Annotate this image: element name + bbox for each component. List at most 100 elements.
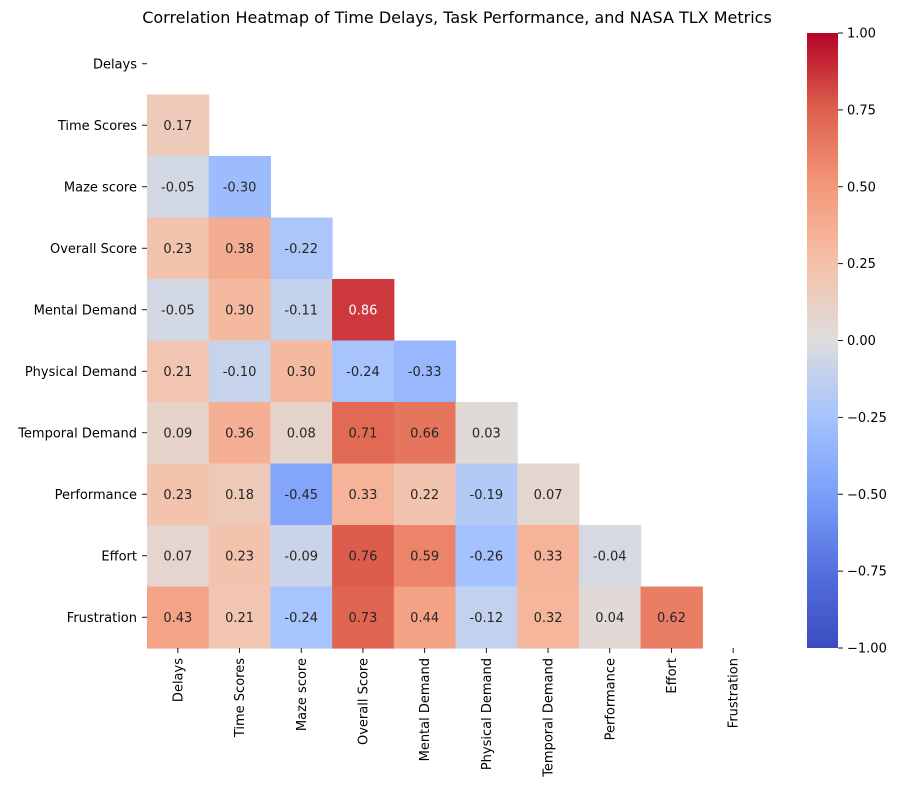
column-label: Mental Demand xyxy=(418,658,433,761)
cell-value-label: 0.04 xyxy=(595,611,624,626)
cell-value-label: -0.05 xyxy=(161,180,195,195)
row-labels: Delays Time Scores Maze score Overall Score… xyxy=(17,57,147,626)
cell-value-label: 0.33 xyxy=(348,488,377,503)
cell-value-label: 0.09 xyxy=(163,426,192,441)
heatmap-cell xyxy=(270,279,333,342)
row-label: Performance xyxy=(55,488,137,503)
chart-title: Correlation Heatmap of Time Delays, Task… xyxy=(142,8,772,27)
cell-value-label: 0.71 xyxy=(348,426,377,441)
cell-value-label: 0.22 xyxy=(410,488,439,503)
cell-value-label: 0.86 xyxy=(348,303,377,318)
cell-value-label: 0.17 xyxy=(163,119,192,134)
cell-value-label: 0.30 xyxy=(287,365,316,380)
colorbar-tick-label: −1.00 xyxy=(847,642,887,657)
heatmap-cell xyxy=(393,340,457,403)
heatmap-cell xyxy=(578,586,642,649)
column-label: Temporal Demand xyxy=(542,658,557,778)
cell-value-label: 0.43 xyxy=(163,611,192,626)
cell-value-label: 0.03 xyxy=(472,426,501,441)
cell-value-label: -0.09 xyxy=(284,549,318,564)
heatmap-cell xyxy=(147,217,210,280)
column-label: Overall Score xyxy=(356,658,371,745)
heatmap-cell xyxy=(147,525,210,588)
cell-value-label: -0.30 xyxy=(223,180,257,195)
row-label: Delays xyxy=(93,57,137,72)
row-label: Effort xyxy=(101,549,137,564)
cell-value-label: 0.59 xyxy=(410,549,439,564)
heatmap-cell xyxy=(393,402,457,465)
cell-value-label: 0.21 xyxy=(225,611,254,626)
heatmap-cell xyxy=(270,463,333,526)
heatmap-cell xyxy=(147,463,210,526)
row-label: Time Scores xyxy=(57,119,137,134)
column-label: Time Scores xyxy=(233,658,248,738)
column-labels: Delays Time Scores Maze score Overall Score… xyxy=(171,648,742,778)
cell-value-label: 0.08 xyxy=(287,426,316,441)
cell-value-label: 0.23 xyxy=(163,488,192,503)
heatmap-cell xyxy=(147,340,210,403)
heatmap-cell xyxy=(455,402,518,465)
column-label: Delays xyxy=(171,658,186,702)
heatmap-cell xyxy=(393,525,457,588)
row-label: Overall Score xyxy=(50,242,137,257)
heatmap-cell xyxy=(270,586,333,649)
column-label: Physical Demand xyxy=(480,658,495,770)
heatmap-cell xyxy=(332,586,395,649)
heatmap-cell xyxy=(147,586,210,649)
heatmap-cell xyxy=(208,340,271,403)
cell-value-label: -0.19 xyxy=(470,488,504,503)
cell-value-label: 0.30 xyxy=(225,303,254,318)
heatmap-cell xyxy=(332,340,395,403)
heatmap-cell xyxy=(517,525,580,588)
cell-value-label: 0.38 xyxy=(225,242,254,257)
cell-value-label: -0.45 xyxy=(284,488,318,503)
colorbar-tick-label: 0.50 xyxy=(847,180,876,195)
cell-value-label: -0.26 xyxy=(470,549,504,564)
colorbar-tick-label: 0.25 xyxy=(847,257,876,272)
heatmap-cell xyxy=(455,525,518,588)
heatmap-cell xyxy=(455,463,518,526)
heatmap-cells: 0.17 -0.05 -0.30 0.23 0.38 -0.22 -0.05 0.30 -0.1… xyxy=(147,94,703,649)
row-label: Physical Demand xyxy=(25,365,137,380)
heatmap-cell xyxy=(517,463,580,526)
cell-value-label: 0.21 xyxy=(163,365,192,380)
heatmap-cell xyxy=(147,156,210,219)
heatmap-cell xyxy=(208,217,271,280)
cell-value-label: -0.04 xyxy=(593,549,627,564)
heatmap-cell xyxy=(208,402,271,465)
heatmap-cell xyxy=(332,402,395,465)
heatmap-cell xyxy=(208,463,271,526)
row-label: Frustration xyxy=(67,611,137,626)
cell-value-label: -0.10 xyxy=(223,365,257,380)
cell-value-label: 0.18 xyxy=(225,488,254,503)
heatmap-cell xyxy=(147,94,210,157)
heatmap-cell xyxy=(455,586,518,649)
heatmap-cell xyxy=(147,402,210,465)
cell-value-label: 0.23 xyxy=(225,549,254,564)
colorbar-tick-label: 1.00 xyxy=(847,27,876,42)
column-label: Effort xyxy=(665,658,680,694)
heatmap-cell xyxy=(270,217,333,280)
row-label: Maze score xyxy=(64,180,137,195)
row-label: Temporal Demand xyxy=(17,426,137,441)
cell-value-label: 0.76 xyxy=(348,549,377,564)
cell-value-label: 0.07 xyxy=(163,549,192,564)
row-label: Mental Demand xyxy=(34,303,137,318)
cell-value-label: 0.66 xyxy=(410,426,439,441)
heatmap-cell xyxy=(208,156,271,219)
heatmap-cell xyxy=(270,525,333,588)
colorbar-tick-label: −0.75 xyxy=(847,565,887,580)
cell-value-label: 0.33 xyxy=(534,549,563,564)
cell-value-label: -0.24 xyxy=(284,611,318,626)
colorbar-tick-label: 0.75 xyxy=(847,103,876,118)
cell-value-label: 0.44 xyxy=(410,611,439,626)
cell-value-label: 0.36 xyxy=(225,426,254,441)
heatmap-cell xyxy=(208,525,271,588)
cell-value-label: 0.23 xyxy=(163,242,192,257)
cell-value-label: 0.32 xyxy=(534,611,563,626)
cell-value-label: -0.05 xyxy=(161,303,195,318)
heatmap-cell xyxy=(270,402,333,465)
heatmap-cell xyxy=(517,586,580,649)
column-label: Performance xyxy=(603,658,618,740)
